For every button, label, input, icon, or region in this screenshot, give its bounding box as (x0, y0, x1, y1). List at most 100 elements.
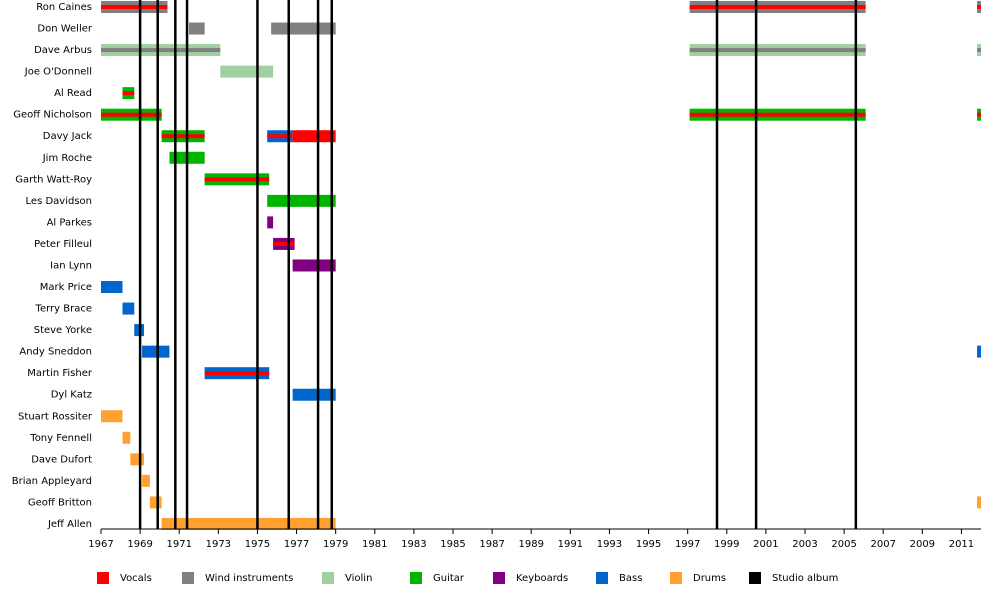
x-tick-label: 1987 (479, 539, 504, 550)
member-bar (292, 388, 336, 401)
member-bar (161, 517, 336, 530)
member-label: Garth Watt-Roy (15, 174, 92, 185)
legend-swatch (410, 572, 422, 584)
member-label: Geoff Nicholson (13, 110, 92, 121)
member-bar-stripe (977, 112, 981, 117)
legend-swatch (749, 572, 761, 584)
member-bar-stripe (689, 48, 866, 53)
member-label: Davy Jack (43, 131, 92, 142)
x-tick-label: 1985 (440, 539, 465, 550)
member-bar (101, 410, 123, 423)
member-bar (142, 474, 150, 487)
member-bar (122, 302, 135, 315)
legend-label: Guitar (433, 573, 465, 584)
x-tick-label: 1971 (166, 539, 191, 550)
member-bar-stripe (689, 112, 866, 117)
legend-swatch (182, 572, 194, 584)
legend-label: Violin (345, 573, 372, 584)
member-label: Brian Appleyard (12, 476, 92, 487)
member-label: Dave Dufort (31, 454, 92, 465)
member-bar (220, 65, 274, 78)
member-bar (292, 259, 336, 272)
member-label: Terry Brace (35, 304, 92, 315)
x-tick-label: 1997 (675, 539, 700, 550)
member-bar-stripe (161, 134, 205, 139)
x-tick-label: 1975 (245, 539, 270, 550)
member-label: Martin Fisher (27, 368, 93, 379)
x-tick-label: 1991 (558, 539, 583, 550)
legend-swatch (493, 572, 505, 584)
member-bar-stripe (101, 5, 168, 9)
member-label: Steve Yorke (34, 325, 92, 336)
x-tick-label: 1981 (362, 539, 387, 550)
x-tick-label: 2007 (870, 539, 895, 550)
member-bar-stripe (267, 134, 293, 139)
member-label: Jeff Allen (47, 519, 92, 530)
member-bar (267, 216, 274, 229)
x-tick-label: 2009 (910, 539, 935, 550)
legend-label: Vocals (120, 573, 152, 584)
x-tick-label: 1977 (284, 539, 309, 550)
member-label: Don Weller (37, 24, 92, 35)
member-label: Geoff Britton (28, 497, 92, 508)
x-tick-label: 1989 (518, 539, 543, 550)
member-label: Jim Roche (42, 153, 92, 164)
x-tick-label: 2011 (949, 539, 974, 550)
member-bar-stripe (977, 5, 981, 9)
member-bar-stripe (977, 48, 981, 53)
member-label: Al Read (54, 88, 92, 99)
x-tick-label: 1969 (127, 539, 152, 550)
member-bar (130, 453, 145, 466)
member-label: Dave Arbus (34, 45, 92, 56)
member-label: Peter Filleul (34, 239, 92, 250)
x-tick-label: 1995 (636, 539, 661, 550)
x-tick-label: 2001 (753, 539, 778, 550)
member-bar (149, 496, 162, 509)
legend-label: Drums (693, 573, 726, 584)
member-bar-stripe (689, 5, 866, 9)
x-tick-label: 2005 (831, 539, 856, 550)
member-bar (189, 22, 205, 35)
member-bar (292, 130, 336, 143)
legend-swatch (670, 572, 682, 584)
legend-swatch (97, 572, 109, 584)
legend-label: Wind instruments (205, 573, 293, 584)
x-tick-label: 2003 (792, 539, 817, 550)
member-bar (977, 345, 981, 358)
member-bar (101, 281, 123, 294)
member-bar-stripe (101, 48, 221, 53)
member-bar-stripe (122, 91, 135, 96)
member-label: Joe O'Donnell (24, 67, 92, 78)
x-tick-label: 1967 (88, 539, 113, 550)
member-label: Ron Caines (36, 2, 92, 13)
x-tick-label: 1973 (206, 539, 231, 550)
member-bar (142, 345, 170, 358)
member-label: Andy Sneddon (19, 347, 92, 358)
member-label: Stuart Rossiter (18, 411, 93, 422)
member-label: Dyl Katz (51, 390, 92, 401)
legend-label: Keyboards (516, 573, 568, 584)
member-bar-stripe (101, 112, 162, 117)
x-tick-label: 1979 (323, 539, 348, 550)
member-bar-stripe (204, 177, 270, 182)
x-tick-label: 1993 (597, 539, 622, 550)
x-tick-label: 1999 (714, 539, 739, 550)
member-label: Al Parkes (47, 217, 92, 228)
legend-label: Studio album (772, 573, 838, 584)
legend-swatch (596, 572, 608, 584)
member-label: Les Davidson (26, 196, 92, 207)
member-bar-stripe (273, 241, 295, 246)
member-label: Ian Lynn (50, 260, 92, 271)
member-bar (271, 22, 336, 35)
legend-swatch (322, 572, 334, 584)
member-label: Mark Price (40, 282, 92, 293)
x-tick-label: 1983 (401, 539, 426, 550)
member-bar-stripe (204, 371, 270, 376)
member-bar (977, 496, 981, 509)
member-bar (267, 194, 336, 207)
member-label: Tony Fennell (29, 433, 92, 444)
legend-label: Bass (619, 573, 642, 584)
member-bar (122, 431, 131, 444)
